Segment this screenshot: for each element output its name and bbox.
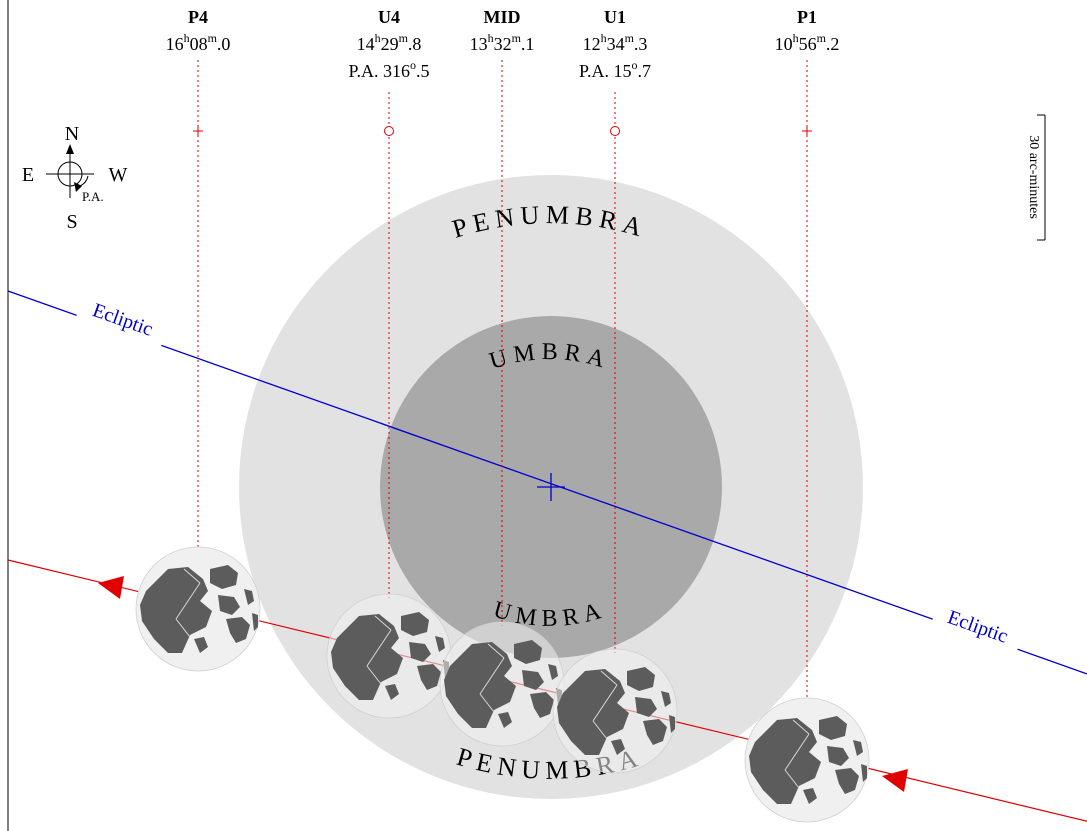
compass-east: E — [22, 164, 34, 186]
contact-title-p1: P1 — [797, 7, 817, 27]
compass-south: S — [66, 211, 77, 233]
contact-title-u1: U1 — [604, 7, 626, 27]
contact-time-p4: 16h08m.0 — [166, 31, 231, 54]
shadow-center-cross — [537, 473, 565, 501]
moon-p1 — [744, 697, 870, 823]
compass-rose: N S E W P.A. — [22, 123, 128, 233]
moon-u1 — [552, 648, 678, 774]
moon-p4 — [135, 546, 261, 672]
moon-u4 — [326, 593, 452, 719]
contact-title-u4: U4 — [378, 7, 400, 27]
north-arrow-icon — [66, 144, 74, 154]
contact-marker-p1 — [802, 126, 812, 136]
contact-marker-u1 — [610, 126, 620, 136]
moon-mid — [439, 621, 565, 747]
moon-positions — [135, 546, 870, 823]
direction-arrow-left — [98, 576, 124, 599]
contact-pa-u1: P.A. 15o.7 — [579, 58, 651, 81]
ecliptic-line — [7, 290, 1087, 675]
contact-time-u1: 12h34m.3 — [583, 31, 648, 54]
frame — [7, 0, 9, 831]
contact-marker-u4 — [384, 126, 394, 136]
direction-arrow-right — [882, 769, 908, 792]
contact-time-mid: 13h32m.1 — [470, 31, 535, 54]
compass-pa-label: P.A. — [82, 189, 104, 204]
scale-label: 30 arc-minutes — [1026, 135, 1041, 219]
contact-marker-p4 — [193, 126, 203, 136]
compass-north: N — [65, 123, 79, 145]
compass-west: W — [109, 164, 128, 186]
scale-bar: 30 arc-minutes — [1026, 114, 1046, 241]
pa-arrow-icon — [74, 182, 82, 192]
contact-title-mid: MID — [484, 7, 521, 27]
contact-time-p1: 10h56m.2 — [775, 31, 840, 54]
contact-time-u4: 14h29m.8 — [357, 31, 422, 54]
contact-lines — [193, 60, 812, 702]
contact-title-p4: P4 — [188, 7, 208, 27]
contact-pa-u4: P.A. 316o.5 — [348, 58, 429, 81]
contact-headers: P4 16h08m.0 U4 14h29m.8 P.A. 316o.5 MID 13h32m… — [166, 7, 840, 81]
